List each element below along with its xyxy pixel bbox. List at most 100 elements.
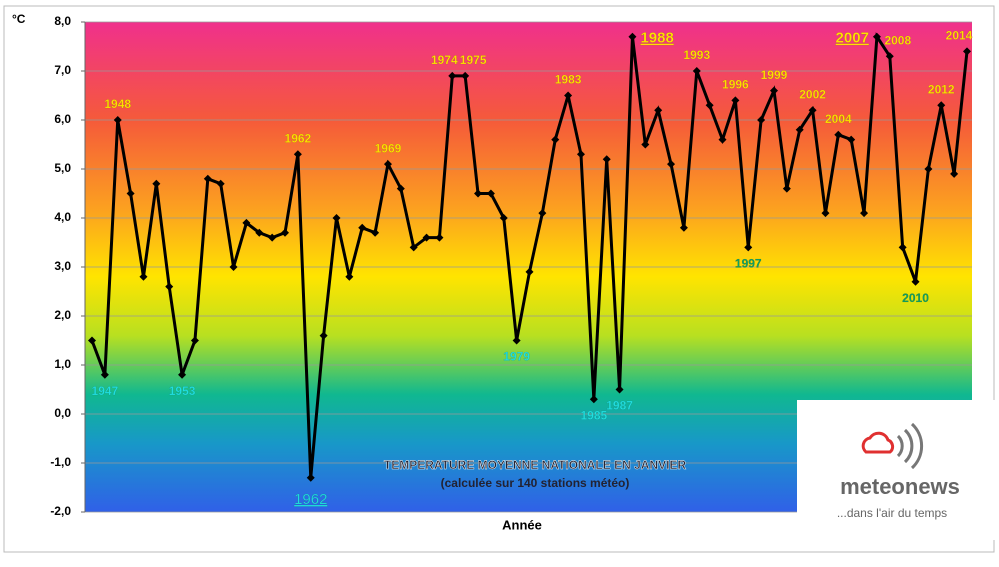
point-marker	[860, 209, 869, 218]
point-marker	[679, 223, 688, 232]
point-label: 1993	[683, 48, 710, 62]
point-label: 1987	[606, 399, 633, 413]
point-label: 1983	[555, 73, 582, 87]
point-label: 1988	[640, 30, 673, 47]
point-label: 1985	[580, 408, 607, 422]
point-marker	[203, 174, 212, 183]
y-tick-label: 8,0	[54, 14, 71, 28]
point-label: 2012	[928, 82, 955, 96]
point-marker	[963, 47, 971, 56]
point-marker	[924, 165, 933, 173]
point-marker	[371, 228, 380, 237]
point-marker	[615, 385, 624, 394]
point-marker	[435, 233, 444, 242]
point-label: 2010	[902, 291, 929, 305]
point-marker	[564, 91, 573, 100]
point-marker	[409, 243, 418, 252]
point-marker	[538, 209, 547, 218]
y-tick-label: 2,0	[54, 308, 71, 322]
y-tick-label: 5,0	[54, 161, 71, 175]
point-marker	[319, 331, 328, 340]
point-marker	[628, 32, 637, 41]
point-marker	[448, 71, 457, 80]
point-marker	[88, 336, 96, 345]
y-tick-label: -1,0	[50, 455, 71, 469]
point-marker	[512, 336, 521, 345]
point-marker	[950, 169, 959, 178]
point-marker	[332, 214, 341, 222]
point-marker	[229, 263, 238, 271]
point-marker	[474, 189, 483, 198]
y-axis-label: °C	[12, 12, 26, 26]
point-label: 1962	[285, 131, 312, 145]
point-marker	[422, 233, 431, 242]
point-marker	[718, 135, 727, 144]
point-label: 1948	[104, 97, 131, 111]
y-tick-label: 3,0	[54, 259, 71, 273]
point-label: 1969	[375, 141, 402, 155]
point-marker	[808, 106, 817, 115]
point-marker	[757, 116, 766, 124]
point-marker	[383, 160, 392, 169]
point-marker	[551, 135, 560, 144]
point-marker	[834, 130, 843, 139]
point-marker	[911, 277, 920, 286]
point-marker	[293, 150, 302, 159]
point-marker	[872, 32, 881, 41]
point-marker	[486, 189, 495, 198]
point-marker	[525, 267, 534, 276]
point-label: 2002	[799, 87, 826, 101]
point-label: 1997	[735, 257, 762, 271]
point-label: 2008	[884, 33, 911, 47]
point-marker	[641, 140, 650, 149]
point-marker	[576, 150, 585, 159]
point-marker	[268, 233, 277, 242]
point-marker	[898, 243, 907, 252]
point-label: 1974	[431, 53, 458, 67]
point-marker	[178, 370, 187, 379]
point-marker	[281, 228, 290, 237]
point-marker	[100, 370, 109, 379]
point-label: 2007	[836, 30, 869, 47]
point-marker	[795, 125, 804, 134]
y-tick-label: 1,0	[54, 357, 71, 371]
point-marker	[345, 272, 354, 281]
point-marker	[782, 184, 791, 193]
y-tick-label: 0,0	[54, 406, 71, 420]
point-label: 1975	[460, 53, 487, 67]
point-marker	[126, 189, 135, 198]
point-label: 1953	[169, 384, 196, 398]
logo-tagline: ...dans l'air du temps	[837, 506, 947, 520]
point-marker	[396, 184, 405, 193]
point-marker	[769, 86, 778, 95]
point-label: 2004	[825, 112, 852, 126]
point-marker	[216, 179, 225, 188]
point-marker	[821, 209, 830, 218]
logo-icon	[861, 422, 924, 470]
point-marker	[885, 52, 894, 61]
point-marker	[242, 218, 251, 227]
point-marker	[654, 106, 663, 115]
y-tick-label: 7,0	[54, 63, 71, 77]
point-marker	[692, 67, 701, 75]
point-label: 2014	[946, 29, 973, 43]
point-marker	[847, 135, 856, 144]
point-marker	[190, 336, 199, 345]
point-label: 1999	[761, 68, 788, 82]
y-tick-label: -2,0	[50, 504, 71, 518]
y-tick-label: 6,0	[54, 112, 71, 126]
point-label: 1962	[294, 491, 327, 508]
point-marker	[705, 101, 714, 110]
x-axis-label: Année	[502, 517, 542, 532]
y-tick-label: 4,0	[54, 210, 71, 224]
point-label: 1979	[503, 350, 530, 364]
annotation-subtitle: (calculée sur 140 stations météo)	[441, 476, 630, 490]
point-marker	[306, 473, 315, 482]
point-marker	[744, 243, 753, 252]
point-marker	[358, 223, 367, 232]
point-marker	[667, 160, 676, 169]
logo-name: meteonews	[840, 474, 960, 499]
point-label: 1996	[722, 78, 749, 92]
point-marker	[602, 155, 611, 164]
